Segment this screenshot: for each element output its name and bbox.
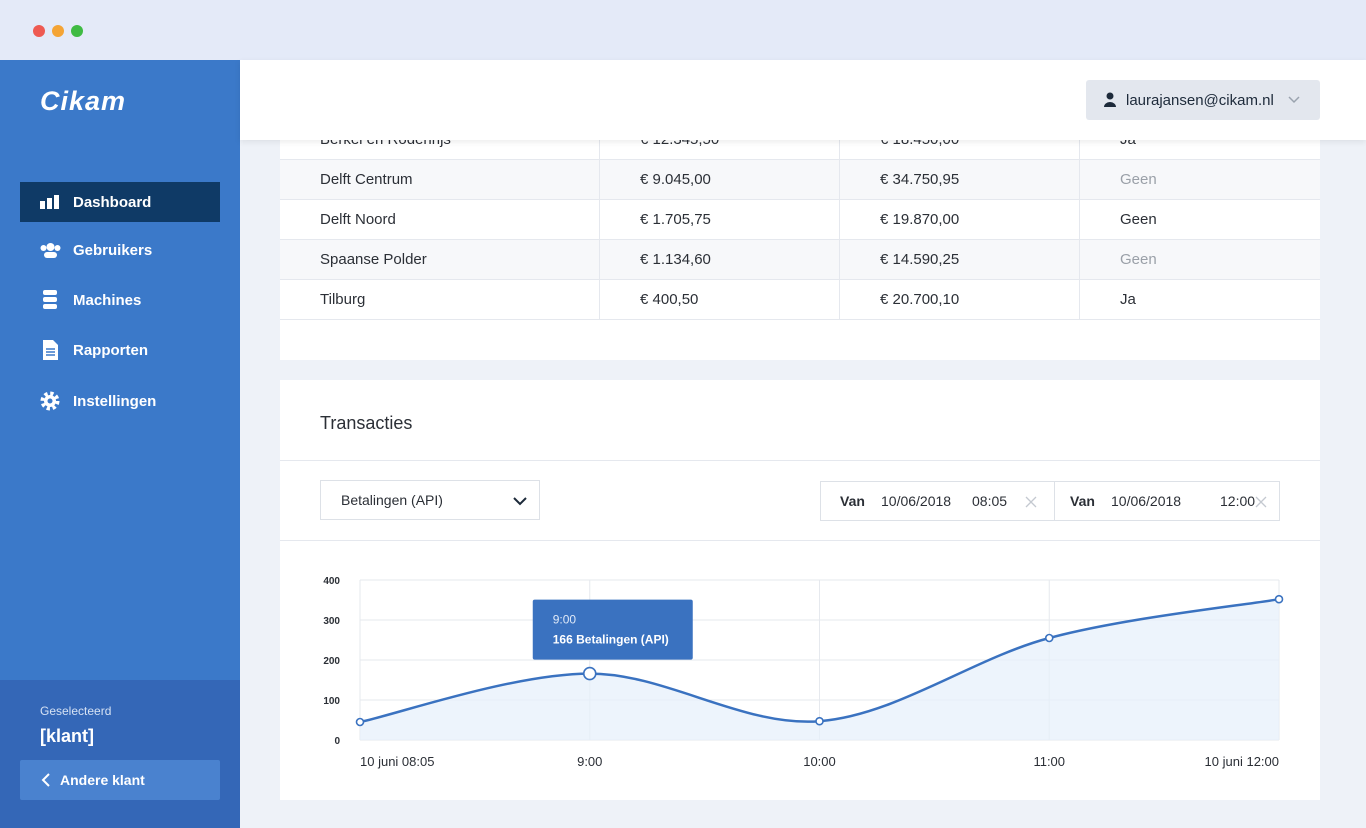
chart-card: Transacties Betalingen (API) Van 10/06/2…	[280, 380, 1320, 800]
y-tick-label: 200	[323, 656, 340, 667]
client-name: [klant]	[40, 726, 94, 746]
date-to[interactable]: Van 10/06/2018 12:00	[1054, 481, 1280, 521]
table-cell: Geen	[1120, 251, 1157, 268]
icon	[41, 773, 50, 787]
selected-label: Geselecteerd	[40, 704, 112, 718]
from-date: 10/06/2018	[881, 493, 952, 509]
table-cell: € 1.134,60	[600, 240, 840, 280]
from-time: 08:05	[972, 493, 1008, 509]
minimize-dot[interactable]	[52, 25, 64, 37]
nav-item[interactable]: Machines	[20, 280, 220, 320]
table-cell: Tilburg	[280, 280, 600, 320]
nav-item[interactable]: Gebruikers	[20, 230, 220, 270]
nav-item[interactable]: Dashboard	[20, 182, 220, 222]
x-tick-label: 9:00	[577, 754, 602, 769]
icon	[43, 290, 57, 309]
clear[interactable]	[1255, 496, 1267, 508]
nav-item[interactable]: Instellingen	[20, 381, 220, 421]
table-cell: Geen	[1120, 211, 1157, 228]
table-cell: Ja	[1120, 291, 1136, 308]
x-tick-label: 10 juni 08:05	[360, 754, 434, 769]
table-cell: Delft Centrum	[280, 160, 600, 200]
maximize-dot[interactable]	[71, 25, 83, 37]
icon	[43, 340, 58, 360]
to-time: 12:00	[1220, 493, 1256, 509]
y-tick-label: 400	[323, 576, 340, 587]
chevron	[513, 497, 527, 506]
close-dot[interactable]	[33, 25, 45, 37]
date-from[interactable]: Van 10/06/2018 08:05	[820, 481, 1055, 521]
icon	[1104, 92, 1116, 107]
user-email: laurajansen@cikam.nl	[1126, 91, 1274, 109]
series-select[interactable]: Betalingen (API)	[320, 480, 540, 520]
to-label: Van	[1070, 493, 1095, 509]
table-cell: € 19.870,00	[840, 200, 1080, 240]
table-cell: Delft Noord	[280, 200, 600, 240]
clear[interactable]	[1025, 496, 1037, 508]
icon	[40, 391, 60, 411]
select-label: Betalingen (API)	[341, 492, 443, 508]
table-cell: Spaanse Polder	[280, 240, 600, 280]
to-date: 10/06/2018	[1111, 493, 1182, 509]
x-tick-label: 10 juni 12:00	[1205, 754, 1279, 769]
x-tick-label: 11:00	[1033, 754, 1065, 769]
tooltip	[532, 599, 693, 660]
icon	[40, 195, 59, 209]
table-cell: € 34.750,95	[840, 160, 1080, 200]
nav-label: Instellingen	[73, 392, 157, 410]
nav-label: Dashboard	[73, 193, 152, 211]
table-cell: € 1.705,75	[600, 200, 840, 240]
nav-label: Gebruikers	[73, 241, 153, 259]
user-menu[interactable]: laurajansen@cikam.nl	[1086, 80, 1320, 120]
chevron	[1288, 96, 1300, 104]
card-title: Transacties	[320, 413, 413, 433]
y-tick-label: 0	[334, 736, 340, 747]
switch-client-button[interactable]: Andere klant	[20, 760, 220, 800]
window-bar	[0, 0, 1366, 60]
table-card: Berkel en Rodenrijs€ 12.345,50€ 18.450,0…	[280, 100, 1320, 360]
header: laurajansen@cikam.nl	[240, 60, 1366, 140]
chart: 0 100 200 300 400 10 juni 08:05 9:00 10:00 11:00…	[323, 576, 1284, 769]
nav-label: Machines	[73, 291, 142, 309]
table-cell: € 20.700,10	[840, 280, 1080, 320]
from-label: Van	[840, 493, 865, 509]
x-tick-label: 10:00	[803, 754, 836, 769]
table-row: Delft Centrum € 9.045,00 € 34.750,95 Geen	[280, 160, 1320, 200]
table-row: Tilburg € 400,50 € 20.700,10 Ja	[280, 280, 1320, 320]
point	[1044, 633, 1054, 643]
point	[582, 666, 597, 681]
logo[interactable]: Cikam	[40, 86, 127, 116]
table-cell: € 9.045,00	[600, 160, 840, 200]
table-row: Spaanse Polder € 1.134,60 € 14.590,25 Geen	[280, 240, 1320, 280]
y-tick-label: 100	[323, 696, 340, 707]
nav-item[interactable]: Rapporten	[20, 330, 220, 370]
nav-label: Rapporten	[73, 341, 148, 359]
point	[815, 716, 824, 726]
table-row: Delft Noord € 1.705,75 € 19.870,00 Geen	[280, 200, 1320, 240]
area	[360, 599, 1279, 740]
table-cell: Geen	[1120, 171, 1157, 188]
button-label: Andere klant	[60, 772, 145, 788]
table-cell: € 400,50	[600, 280, 840, 320]
icon	[40, 243, 61, 258]
y-tick-label: 300	[323, 616, 340, 627]
table-cell: € 14.590,25	[840, 240, 1080, 280]
sidebar-footer: Geselecteerd [klant] Andere klant	[0, 680, 240, 828]
tooltip-text: 166 Betalingen (API)	[553, 633, 669, 647]
point	[1274, 594, 1284, 604]
point	[355, 717, 365, 727]
tooltip-title: 9:00	[553, 613, 577, 627]
